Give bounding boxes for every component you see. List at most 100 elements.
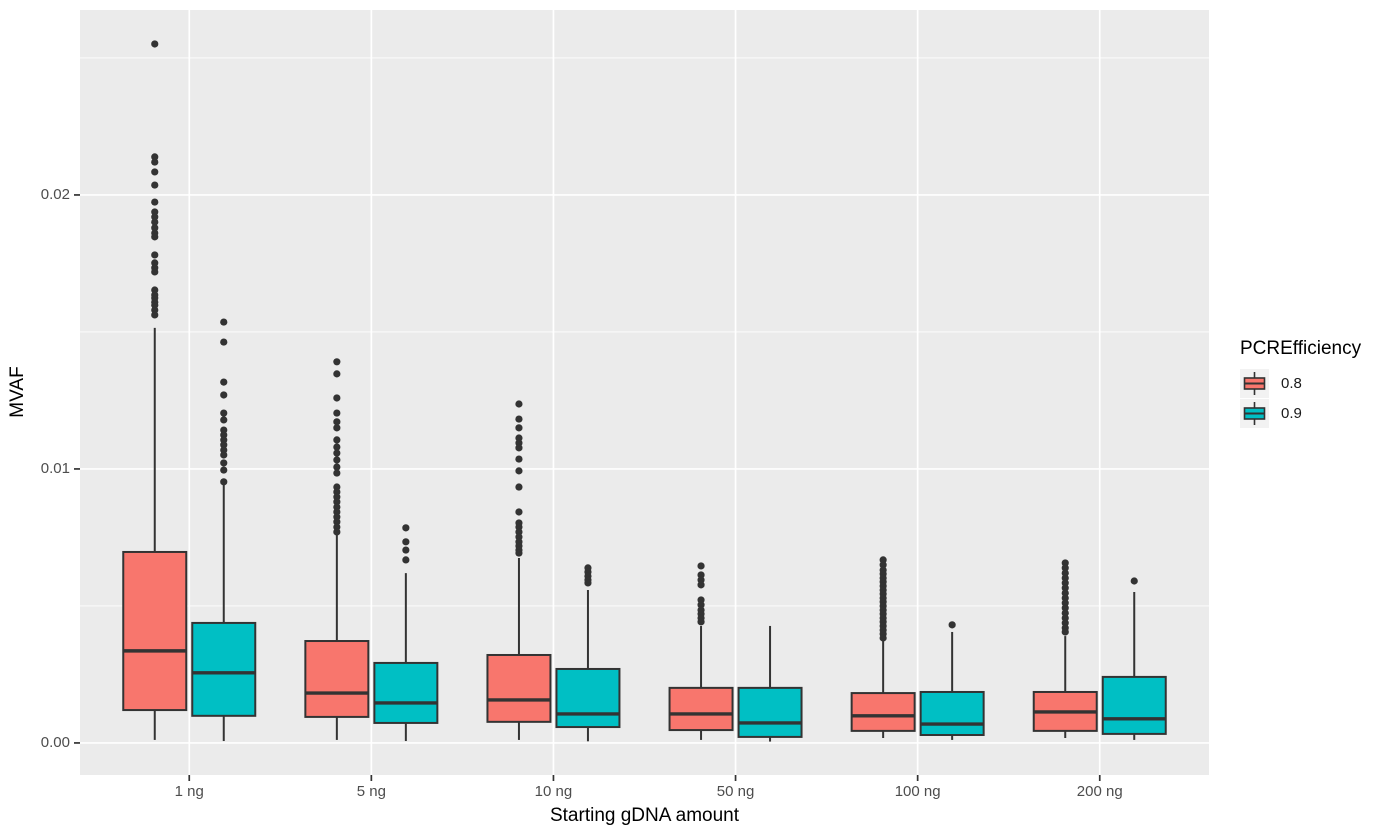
boxplot-box (555, 667, 621, 729)
x-axis-title: Starting gDNA amount (549, 805, 740, 826)
x-tick-label: 50 ng (716, 783, 755, 800)
outlier-dot (1061, 599, 1069, 607)
outlier-dot (515, 434, 523, 442)
outlier-dot (1061, 559, 1069, 567)
outlier-dot (697, 581, 705, 589)
outlier-dot (151, 218, 159, 226)
outlier-dot (220, 426, 228, 434)
boxplot-box (668, 686, 734, 732)
outlier-dot (584, 579, 592, 587)
outlier-dot (220, 441, 228, 449)
boxplot-box (486, 653, 552, 723)
outlier-dot (697, 601, 705, 609)
y-tick-label: 0.02 (40, 185, 70, 203)
outlier-dot (333, 469, 341, 477)
boxplot-key-icon-0.8 (1240, 369, 1269, 398)
outlier-dot (151, 181, 159, 189)
outlier-dot (151, 213, 159, 221)
outlier-dot (1061, 589, 1069, 597)
outlier-dot (1061, 569, 1069, 577)
outlier-dot (948, 621, 956, 629)
outlier-dot (333, 488, 341, 496)
outlier-dot (402, 546, 410, 554)
outlier-dot (333, 424, 341, 432)
outlier-dot (515, 455, 523, 463)
outlier-dot (879, 556, 887, 564)
outlier-dot (697, 596, 705, 604)
outlier-dot (333, 503, 341, 511)
outlier-dot (515, 415, 523, 423)
outlier-dot (333, 409, 341, 417)
outlier-dot (151, 198, 159, 206)
outlier-dot (220, 451, 228, 459)
outlier-dot (515, 439, 523, 447)
outlier-dot (697, 618, 705, 626)
outlier-dot (151, 224, 159, 232)
outlier-dot (1061, 564, 1069, 572)
boxplot-key-icon-0.9 (1240, 399, 1269, 428)
outlier-dot (151, 301, 159, 309)
outlier-dot (333, 436, 341, 444)
outlier-dot (402, 556, 410, 564)
outlier-dot (220, 409, 228, 417)
outlier-dot (220, 338, 228, 346)
boxplot-box (850, 692, 916, 732)
x-tick-label: 5 ng (356, 783, 386, 800)
x-tick-label: 100 ng (894, 783, 941, 800)
outlier-dot (333, 508, 341, 516)
legend: PCREfficiency 0.8 0.9 (1240, 338, 1361, 429)
y-axis-title: MVAF (7, 366, 28, 418)
outlier-dot (515, 483, 523, 491)
outlier-dot (515, 528, 523, 536)
outlier-dot (220, 436, 228, 444)
outlier-dot (333, 528, 341, 536)
legend-entry-0.8: 0.8 (1240, 369, 1361, 398)
boxplot-box (1101, 675, 1167, 735)
outlier-dot (879, 561, 887, 569)
outlier-dot (333, 358, 341, 366)
outlier-dot (515, 533, 523, 541)
outlier-dot (333, 463, 341, 471)
outlier-dot (151, 233, 159, 241)
legend-entry-0.9: 0.9 (1240, 399, 1361, 428)
outlier-dot (220, 446, 228, 454)
outlier-dot (333, 370, 341, 378)
outlier-dot (333, 418, 341, 426)
outlier-dot (1061, 609, 1069, 617)
outlier-dot (515, 549, 523, 557)
outlier-dot (220, 431, 228, 439)
outlier-dot (151, 306, 159, 314)
outlier-dot (220, 416, 228, 424)
outlier-dot (151, 286, 159, 294)
outlier-dot (151, 153, 159, 161)
outlier-dot (1061, 619, 1069, 627)
boxplot-box (304, 640, 370, 718)
outlier-dot (333, 394, 341, 402)
outlier-dot (333, 523, 341, 531)
boxplot-box (919, 690, 985, 736)
boxplot-box (737, 686, 803, 738)
outlier-dot (402, 524, 410, 532)
outlier-dot (220, 378, 228, 386)
outlier-dot (333, 449, 341, 457)
outlier-dot (1061, 579, 1069, 587)
outlier-dot (151, 208, 159, 216)
outlier-dot (220, 478, 228, 486)
outlier-dot (333, 513, 341, 521)
outlier-dot (697, 562, 705, 570)
x-tick-label: 1 ng (174, 783, 204, 800)
outlier-dot (333, 493, 341, 501)
outlier-dot (879, 634, 887, 642)
boxplot-box (373, 661, 439, 724)
outlier-dot (1061, 574, 1069, 582)
outlier-dot (697, 576, 705, 584)
outlier-dot (220, 318, 228, 326)
outlier-dot (515, 424, 523, 432)
legend-label: 0.9 (1281, 405, 1302, 422)
outlier-dot (151, 251, 159, 259)
outlier-dot (151, 168, 159, 176)
plot-panel (80, 10, 1209, 775)
outlier-dot (333, 483, 341, 491)
